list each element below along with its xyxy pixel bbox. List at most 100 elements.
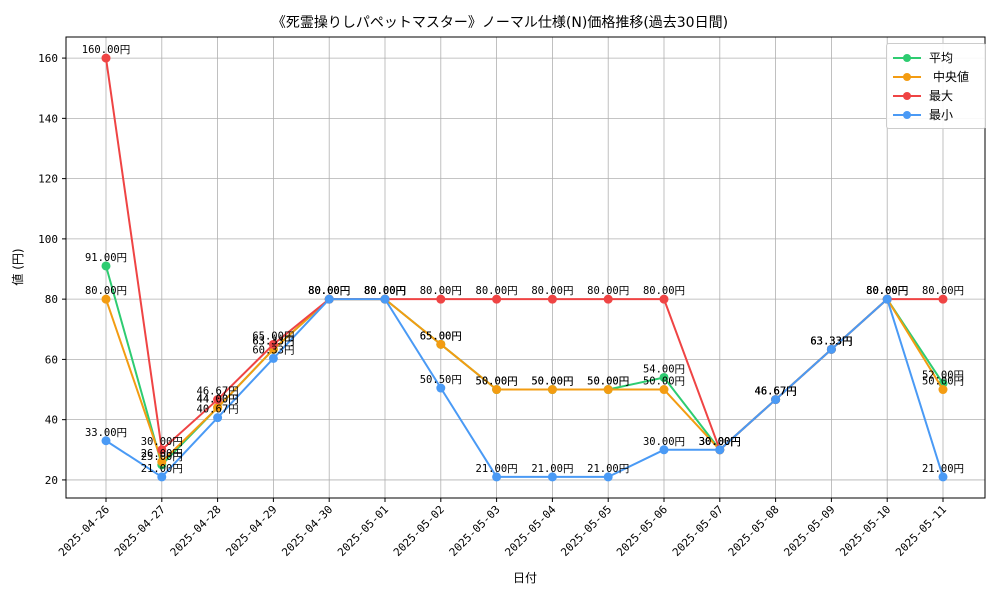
data-label: 46.67円 [197, 386, 239, 398]
legend-label: 平均 [929, 51, 954, 65]
data-label: 40.67円 [197, 404, 239, 416]
data-label: 50.00円 [587, 376, 629, 388]
data-label: 46.67円 [755, 386, 797, 398]
legend-item-average: 平均 [893, 48, 979, 67]
data-label: 33.00円 [85, 427, 127, 439]
y-tick-label: 120 [38, 173, 58, 186]
data-label: 50.50円 [420, 374, 462, 386]
data-label: 46.67円 [755, 386, 797, 398]
data-point [492, 472, 502, 482]
data-point [268, 353, 278, 363]
x-tick-label: 2025-05-03 [447, 503, 503, 559]
data-point [436, 383, 446, 393]
data-point [715, 445, 725, 455]
legend-item-median: 中央値 [893, 67, 979, 86]
y-tick-label: 80 [45, 293, 58, 306]
y-tick-label: 60 [45, 353, 58, 366]
data-label: 50.00円 [476, 376, 518, 388]
data-label: 65.00円 [420, 330, 462, 342]
data-label: 80.00円 [364, 285, 406, 297]
data-point [101, 294, 111, 304]
data-label: 30.00円 [699, 436, 741, 448]
data-point [157, 457, 167, 467]
data-label: 80.00円 [531, 285, 573, 297]
data-label: 50.00円 [531, 376, 573, 388]
data-point [659, 445, 669, 455]
series-line [105, 298, 944, 463]
data-label: 80.00円 [364, 285, 406, 297]
data-label: 80.00円 [308, 285, 350, 297]
data-point [268, 339, 278, 349]
data-point [547, 294, 557, 304]
chart-title: 《死霊操りしパペットマスター》ノーマル仕様(N)価格推移(過去30日間) [271, 15, 729, 31]
data-label: 91.00円 [85, 252, 127, 264]
legend: 平均 中央値 最大 最小 [886, 43, 986, 129]
data-point [213, 403, 223, 413]
data-point [380, 294, 390, 304]
x-axis-label: 日付 [513, 571, 537, 585]
data-label: 80.00円 [364, 285, 406, 297]
x-tick-label: 2025-04-30 [279, 503, 335, 559]
data-label: 80.00円 [476, 285, 518, 297]
legend-label: 最大 [929, 89, 954, 103]
data-point [882, 294, 892, 304]
data-label: 52.00円 [922, 370, 964, 382]
x-tick-label: 2025-05-09 [781, 503, 837, 559]
data-label: 80.00円 [308, 285, 350, 297]
x-tick-label: 2025-05-10 [837, 503, 893, 559]
data-point [436, 339, 446, 349]
data-label: 44.00円 [197, 394, 239, 406]
plot-frame [65, 36, 986, 499]
data-point [938, 385, 948, 395]
y-tick-label: 40 [45, 414, 58, 427]
data-point [826, 344, 836, 354]
data-label: 80.00円 [420, 285, 462, 297]
data-label: 80.00円 [643, 285, 685, 297]
x-tick-label: 2025-05-05 [558, 503, 614, 559]
y-tick-label: 140 [38, 112, 58, 125]
data-point [213, 413, 223, 423]
x-tick-label: 2025-05-01 [335, 503, 391, 559]
x-tick-label: 2025-04-29 [223, 503, 279, 559]
data-point [101, 53, 111, 63]
data-label: 21.00円 [531, 463, 573, 475]
data-label: 63.33円 [810, 335, 852, 347]
data-label: 80.00円 [85, 285, 127, 297]
data-point [603, 472, 613, 482]
data-label: 21.00円 [141, 463, 183, 475]
x-tick-label: 2025-05-07 [670, 503, 726, 559]
legend-swatch [893, 90, 921, 102]
data-label: 25.00円 [141, 451, 183, 463]
data-label: 65.00円 [252, 330, 294, 342]
data-label: 63.33円 [252, 335, 294, 347]
data-point [101, 436, 111, 446]
data-point [213, 395, 223, 405]
grid-layer [66, 37, 985, 498]
data-label: 50.00円 [922, 376, 964, 388]
data-label: 30.00円 [699, 436, 741, 448]
series-line [105, 265, 944, 466]
y-tick-label: 20 [45, 474, 58, 487]
data-label: 30.00円 [141, 436, 183, 448]
data-label: 80.00円 [922, 285, 964, 297]
data-label: 46.67円 [755, 386, 797, 398]
y-tick-label: 100 [38, 233, 58, 246]
tick-layer: 20 40 60 80 100 120 140 160 2025-04-26 2025-04-27… [38, 52, 949, 559]
legend-item-min: 最小 [893, 105, 979, 124]
data-point [659, 385, 669, 395]
data-point [603, 385, 613, 395]
data-label: 60.33円 [252, 344, 294, 356]
data-label: 44.00円 [197, 394, 239, 406]
legend-swatch [893, 109, 921, 121]
data-label: 160.00円 [82, 44, 130, 56]
data-label: 30.00円 [643, 436, 685, 448]
data-label-layer: 91.00円 25.00円 44.00円 63.33円 80.00円 80.00円 65.0… [82, 44, 964, 475]
data-label: 80.00円 [587, 285, 629, 297]
data-label: 63.33円 [252, 335, 294, 347]
data-point [492, 294, 502, 304]
x-tick-label: 2025-04-28 [168, 503, 224, 559]
data-label: 54.00円 [643, 363, 685, 375]
data-label: 30.00円 [699, 436, 741, 448]
data-point [101, 261, 111, 271]
